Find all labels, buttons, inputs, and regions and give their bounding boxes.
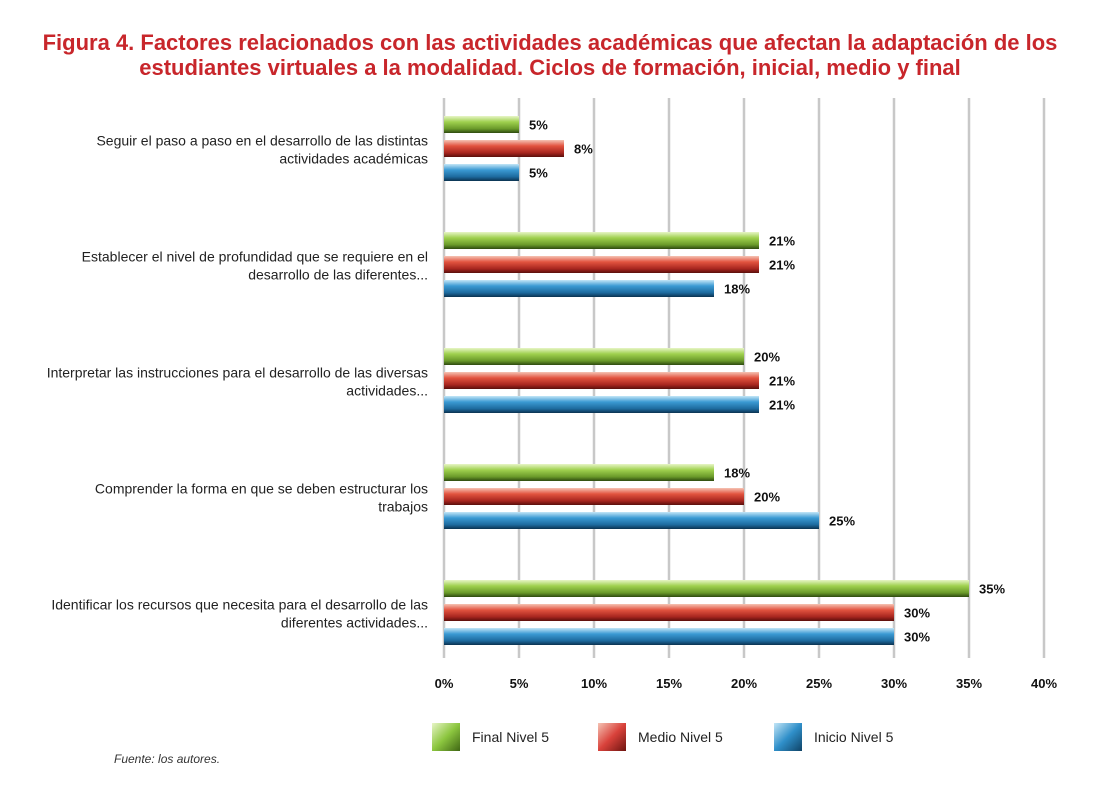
x-tick-label: 10%	[581, 676, 607, 691]
data-label: 20%	[754, 490, 780, 505]
bar	[444, 140, 564, 157]
data-label: 20%	[754, 350, 780, 365]
category-label: Establecer el nivel de profundidad que s…	[82, 249, 428, 265]
legend-label: Inicio Nivel 5	[814, 729, 894, 745]
bars: 5% 8% 5% 21% 21% 18% 20% 21% 21% 18% 20% 25% 35% 30% 3…	[444, 116, 1005, 645]
legend-label: Final Nivel 5	[472, 729, 549, 745]
category-label: Comprender la forma en que se deben estr…	[95, 481, 428, 497]
chart-title-line-1: Figura 4. Factores relacionados con las …	[42, 30, 1058, 55]
source-note: Fuente: los autores.	[114, 752, 221, 766]
data-label: 8%	[574, 142, 593, 157]
legend-label: Medio Nivel 5	[638, 729, 723, 745]
x-tick-label: 35%	[956, 676, 982, 691]
data-label: 21%	[769, 258, 795, 273]
data-label: 30%	[904, 606, 930, 621]
category-label: Interpretar las instrucciones para el de…	[47, 365, 428, 381]
data-label: 5%	[529, 166, 548, 181]
data-label: 35%	[979, 582, 1005, 597]
bar	[444, 348, 744, 365]
bar	[444, 280, 714, 297]
x-tick-label: 30%	[881, 676, 907, 691]
data-label: 21%	[769, 374, 795, 389]
legend-swatch	[598, 723, 626, 751]
data-label: 30%	[904, 630, 930, 645]
data-label: 21%	[769, 398, 795, 413]
chart-title: Figura 4. Factores relacionados con las …	[20, 30, 1080, 80]
x-tick-label: 25%	[806, 676, 832, 691]
data-label: 21%	[769, 234, 795, 249]
x-tick-label: 5%	[510, 676, 529, 691]
x-tick-label: 15%	[656, 676, 682, 691]
x-tick-label: 20%	[731, 676, 757, 691]
bar	[444, 488, 744, 505]
bar	[444, 604, 894, 621]
data-label: 18%	[724, 282, 750, 297]
bar	[444, 628, 894, 645]
category-label: diferentes actividades...	[281, 615, 428, 631]
data-label: 25%	[829, 514, 855, 529]
legend-swatch	[774, 723, 802, 751]
legend-swatch	[432, 723, 460, 751]
legend: Final Nivel 5 Medio Nivel 5 Inicio Nivel 5	[432, 723, 894, 751]
bar	[444, 164, 519, 181]
category-label: trabajos	[378, 499, 428, 515]
chart-title-line-2: estudiantes virtuales a la modalidad. Ci…	[139, 55, 961, 80]
bar	[444, 232, 759, 249]
category-labels: Seguir el paso a paso en el desarrollo d…	[47, 133, 428, 631]
bar	[444, 372, 759, 389]
data-label: 5%	[529, 118, 548, 133]
x-tick-label: 40%	[1031, 676, 1057, 691]
bar	[444, 512, 819, 529]
category-label: actividades académicas	[279, 151, 428, 167]
category-label: desarrollo de las diferentes...	[248, 267, 428, 283]
category-label: Seguir el paso a paso en el desarrollo d…	[96, 133, 428, 149]
bar	[444, 116, 519, 133]
bar	[444, 256, 759, 273]
bar	[444, 464, 714, 481]
category-label: actividades...	[346, 383, 428, 399]
x-tick-label: 0%	[435, 676, 454, 691]
data-label: 18%	[724, 466, 750, 481]
category-label: Identificar los recursos que necesita pa…	[51, 597, 428, 613]
bar	[444, 580, 969, 597]
x-axis: 0% 5% 10% 15% 20% 25% 30% 35% 40%	[435, 676, 1058, 691]
bar	[444, 396, 759, 413]
